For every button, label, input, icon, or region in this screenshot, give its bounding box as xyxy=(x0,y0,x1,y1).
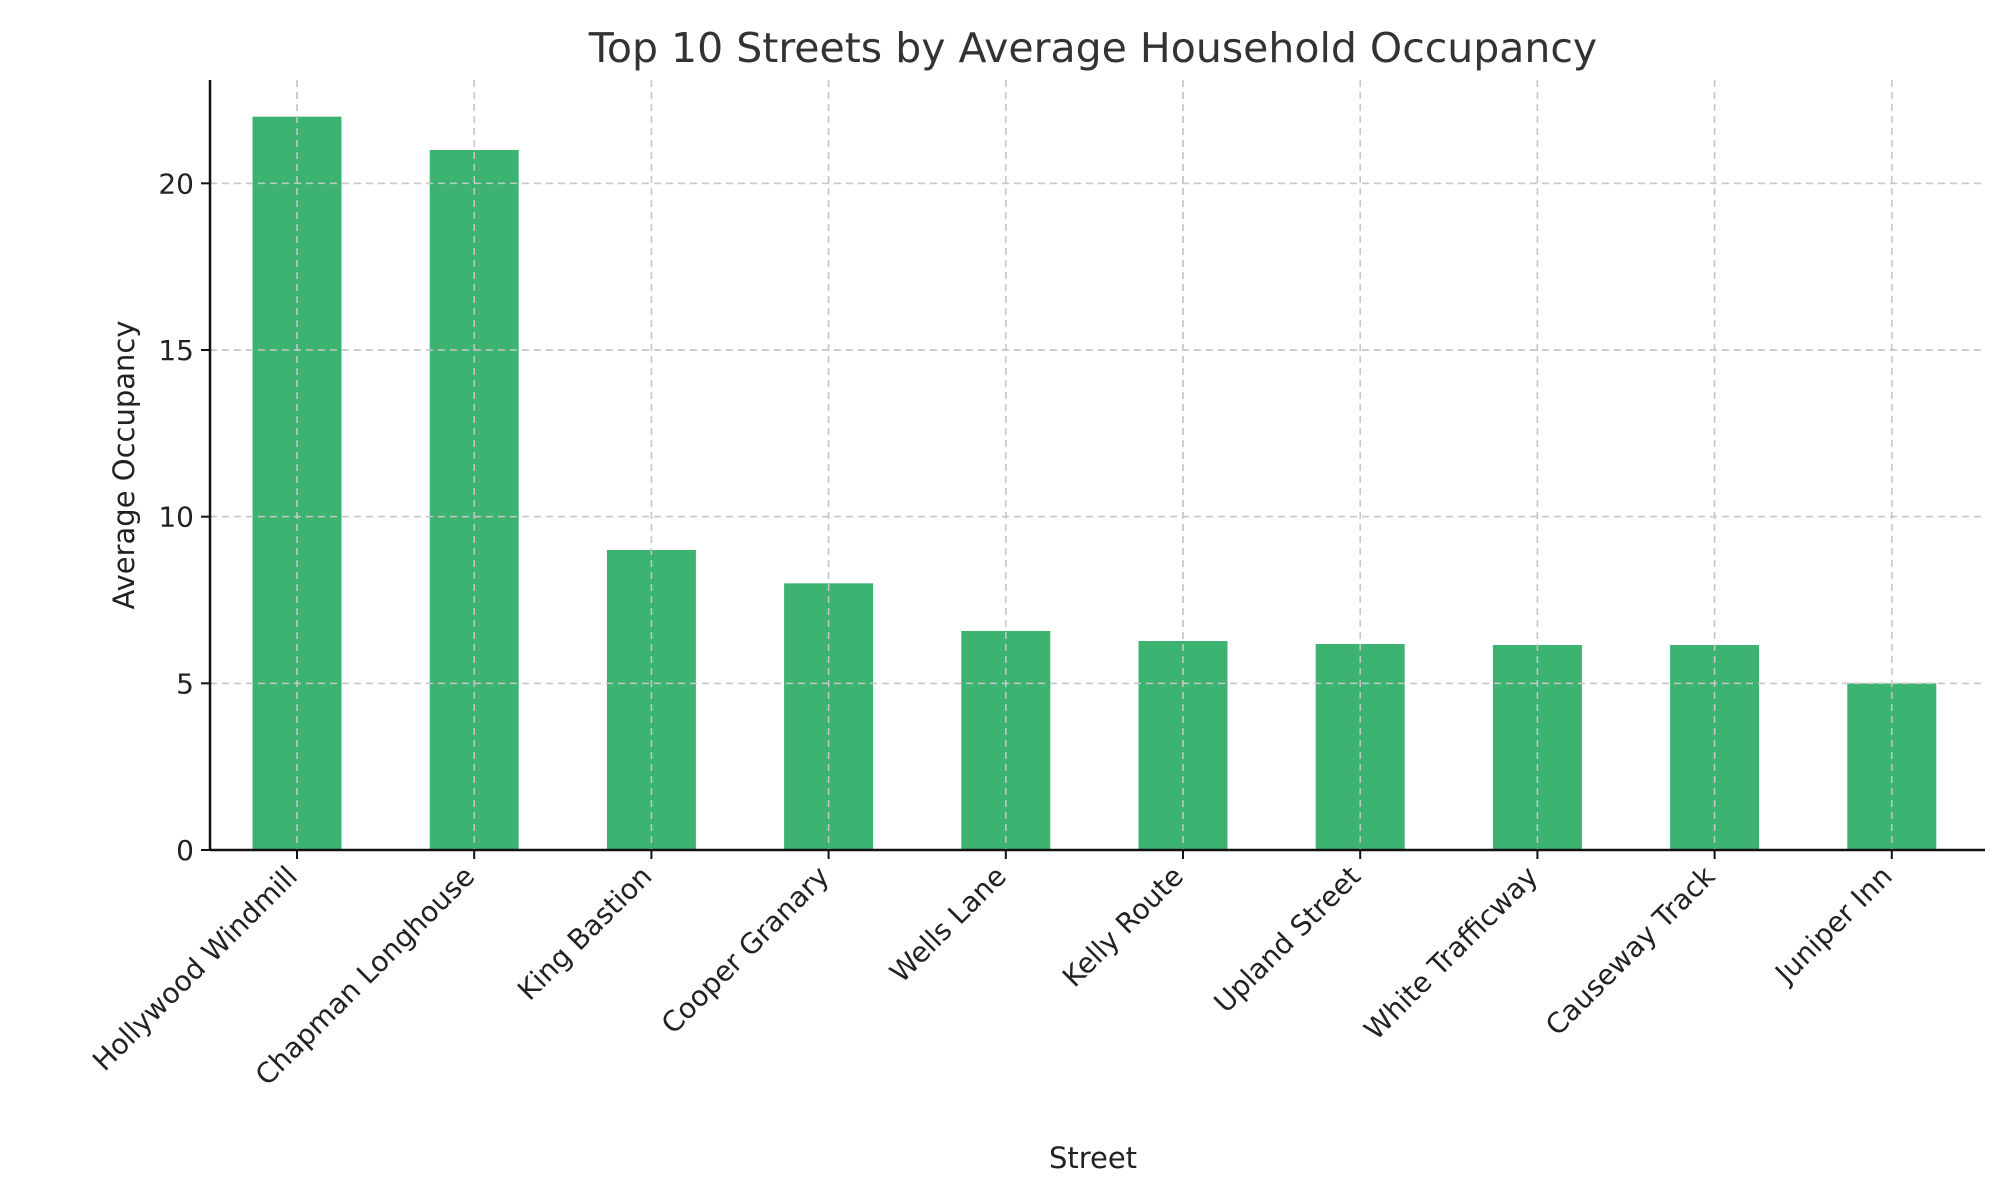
x-tick-label: Causeway Track xyxy=(1539,859,1722,1042)
chart-title: Top 10 Streets by Average Household Occu… xyxy=(588,24,1597,72)
y-tick-label: 10 xyxy=(158,501,194,534)
axes-layer xyxy=(208,80,1985,852)
x-tick-label: Wells Lane xyxy=(883,860,1012,989)
y-tick-label: 5 xyxy=(176,667,194,700)
y-axis-label: Average Occupancy xyxy=(107,320,141,609)
x-tick-label: Cooper Granary xyxy=(655,860,836,1041)
y-tick-label: 0 xyxy=(176,834,194,867)
bar xyxy=(1492,645,1582,850)
x-tick-label: Kelly Route xyxy=(1056,860,1190,994)
bars-layer xyxy=(210,80,1985,850)
x-tick-label: King Bastion xyxy=(511,860,658,1007)
y-tick-label: 20 xyxy=(158,167,194,200)
x-tick-label: Upland Street xyxy=(1208,860,1368,1020)
x-tick-label: Juniper Inn xyxy=(1767,860,1898,991)
bar xyxy=(1670,645,1760,850)
x-tick-label: White Trafficway xyxy=(1358,860,1545,1047)
x-axis-label: Street xyxy=(1049,1141,1137,1175)
y-tick-label: 15 xyxy=(158,334,194,367)
